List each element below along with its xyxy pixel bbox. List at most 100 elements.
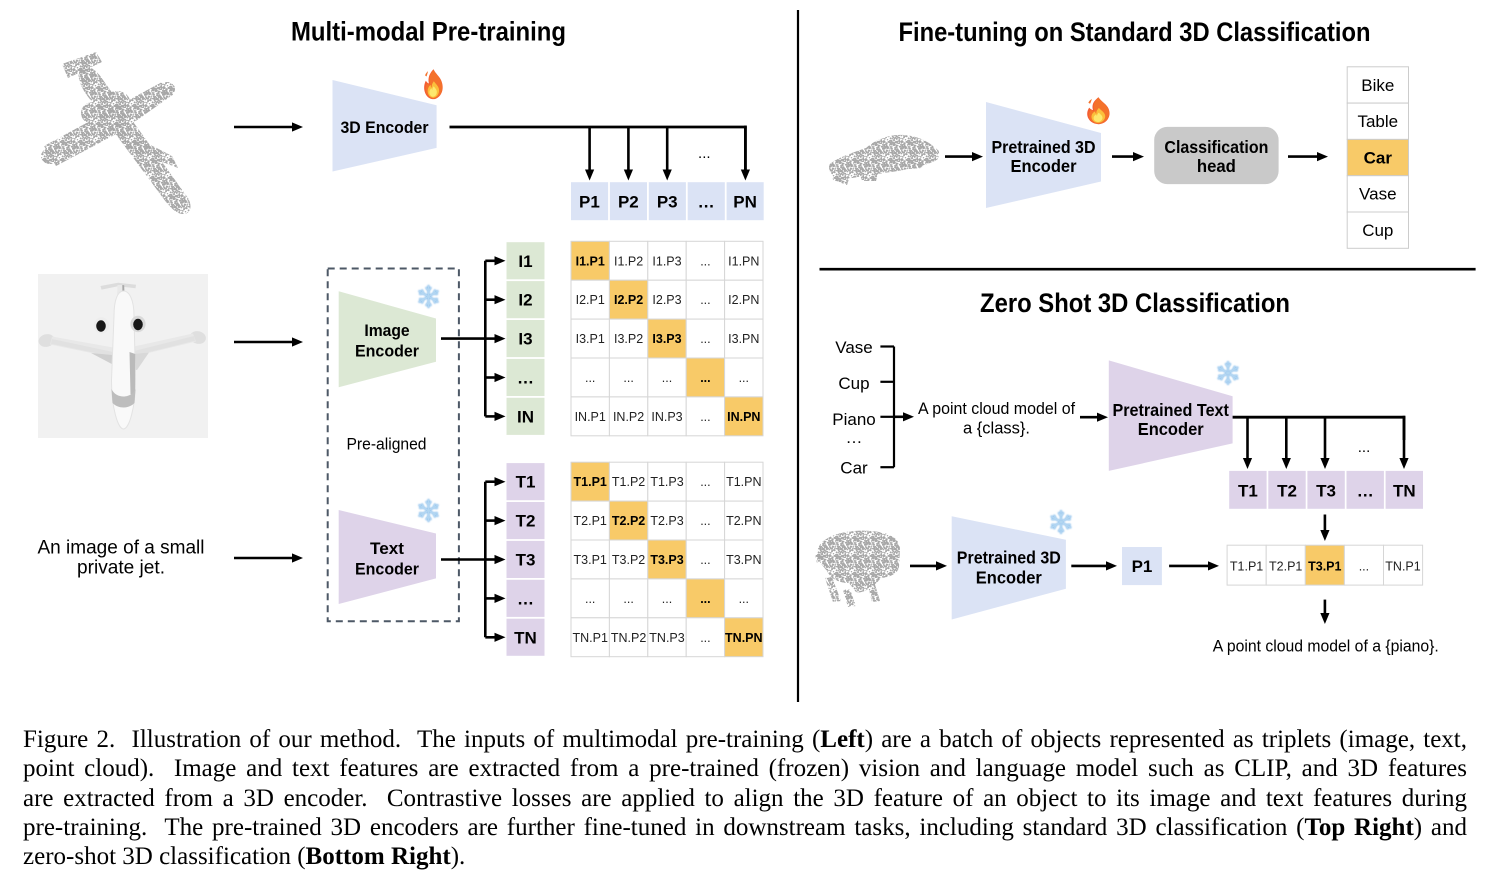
svg-text:…: … (846, 428, 863, 447)
svg-text:I2: I2 (518, 291, 532, 310)
svg-text:Encoder: Encoder (355, 560, 419, 579)
svg-text:T3.P2: T3.P2 (612, 553, 645, 567)
svg-text:3D Encoder: 3D Encoder (341, 118, 429, 137)
svg-text:TN: TN (1393, 482, 1416, 501)
svg-text:I2.PN: I2.PN (728, 293, 759, 307)
svg-text:P1: P1 (1132, 557, 1153, 576)
svg-text:Text: Text (370, 539, 404, 558)
svg-text:IN.P2: IN.P2 (613, 410, 644, 424)
svg-text:...: ... (700, 514, 710, 528)
svg-text:Multi-modal Pre-training: Multi-modal Pre-training (291, 17, 566, 47)
svg-text:I1.P3: I1.P3 (652, 254, 681, 268)
svg-text:Classification: Classification (1164, 137, 1268, 157)
svg-text:T2.P3: T2.P3 (650, 514, 683, 528)
svg-text:T2: T2 (516, 512, 536, 531)
svg-text:...: ... (700, 293, 710, 307)
svg-text:...: ... (739, 371, 749, 385)
svg-text:...: ... (700, 631, 710, 645)
svg-text:T1.PN: T1.PN (726, 475, 761, 489)
svg-text:T1.P1: T1.P1 (574, 475, 607, 489)
svg-text:TN.P3: TN.P3 (649, 631, 684, 645)
svg-text:...: ... (1358, 439, 1371, 456)
svg-text:Bike: Bike (1361, 76, 1394, 95)
svg-text:...: ... (698, 145, 711, 162)
svg-text:...: ... (700, 254, 710, 268)
svg-text:Zero Shot 3D Classification: Zero Shot 3D Classification (980, 288, 1290, 318)
svg-text:I2.P1: I2.P1 (576, 293, 605, 307)
svg-text:I2.P3: I2.P3 (652, 293, 681, 307)
svg-text:Cup: Cup (1362, 221, 1393, 240)
svg-text:…: … (517, 368, 534, 387)
svg-text:Vase: Vase (1359, 185, 1397, 204)
svg-text:...: ... (662, 371, 672, 385)
svg-text:…: … (1357, 482, 1374, 501)
svg-text:...: ... (700, 332, 710, 346)
svg-text:I3: I3 (518, 330, 532, 349)
svg-text:Encoder: Encoder (1138, 419, 1204, 439)
svg-text:T2: T2 (1277, 482, 1297, 501)
svg-text:...: ... (623, 371, 633, 385)
svg-text:T2.P2: T2.P2 (612, 514, 645, 528)
svg-text:head: head (1197, 156, 1236, 176)
svg-text:T2.P1: T2.P1 (1269, 560, 1302, 574)
svg-text:…: … (698, 193, 715, 212)
svg-text:T1: T1 (1238, 482, 1258, 501)
svg-text:Cup: Cup (838, 374, 869, 393)
svg-text:T3.P1: T3.P1 (1308, 560, 1341, 574)
svg-text:TN.P1: TN.P1 (572, 631, 607, 645)
svg-text:...: ... (585, 592, 595, 606)
svg-text:...: ... (700, 475, 710, 489)
svg-text:Encoder: Encoder (1011, 156, 1077, 176)
svg-text:Piano: Piano (832, 410, 875, 429)
svg-text:T2.P1: T2.P1 (574, 514, 607, 528)
svg-text:Pretrained Text: Pretrained Text (1112, 400, 1229, 420)
svg-text:IN.PN: IN.PN (727, 410, 760, 424)
svg-text:IN.P3: IN.P3 (651, 410, 682, 424)
svg-text:I3.P3: I3.P3 (652, 332, 681, 346)
svg-text:Vase: Vase (835, 338, 873, 357)
svg-text:Car: Car (1364, 148, 1393, 167)
svg-text:Encoder: Encoder (355, 342, 419, 361)
svg-text:TN: TN (514, 628, 537, 647)
svg-text:PN: PN (733, 193, 757, 212)
svg-text:Encoder: Encoder (976, 568, 1042, 588)
svg-text:T1.P1: T1.P1 (1230, 560, 1263, 574)
svg-text:T3: T3 (1316, 482, 1336, 501)
svg-text:...: ... (1359, 560, 1369, 574)
svg-text:A point cloud model of a {pian: A point cloud model of a {piano}. (1213, 637, 1439, 656)
svg-text:I3.P2: I3.P2 (614, 332, 643, 346)
svg-text:...: ... (662, 592, 672, 606)
svg-text:...: ... (585, 371, 595, 385)
svg-text:TN.P2: TN.P2 (611, 631, 646, 645)
svg-text:Car: Car (840, 459, 868, 478)
svg-text:A point cloud model of: A point cloud model of (918, 399, 1075, 418)
svg-text:I1: I1 (518, 252, 532, 271)
svg-text:I3.P1: I3.P1 (576, 332, 605, 346)
svg-text:Pretrained 3D: Pretrained 3D (992, 137, 1096, 157)
svg-text:T2.PN: T2.PN (726, 514, 761, 528)
svg-text:Pre-aligned: Pre-aligned (347, 435, 427, 454)
svg-text:TN.P1: TN.P1 (1385, 560, 1420, 574)
svg-text:…: … (517, 589, 534, 608)
svg-text:IN.P1: IN.P1 (575, 410, 606, 424)
svg-text:P1: P1 (579, 193, 600, 212)
svg-text:Fine-tuning on Standard 3D Cla: Fine-tuning on Standard 3D Classificatio… (899, 17, 1371, 47)
svg-text:Image: Image (364, 321, 409, 340)
svg-text:An image of a small: An image of a small (38, 538, 205, 559)
svg-text:T3.P1: T3.P1 (574, 553, 607, 567)
svg-text:I1.P1: I1.P1 (576, 254, 605, 268)
svg-text:...: ... (623, 592, 633, 606)
svg-text:Table: Table (1357, 112, 1398, 131)
svg-text:T3.PN: T3.PN (726, 553, 761, 567)
svg-text:...: ... (700, 592, 710, 606)
svg-text:a {class}.: a {class}. (963, 419, 1030, 438)
svg-text:I3.PN: I3.PN (728, 332, 759, 346)
svg-text:I2.P2: I2.P2 (614, 293, 643, 307)
svg-text:T3: T3 (516, 550, 536, 569)
svg-text:P2: P2 (618, 193, 639, 212)
svg-text:T1.P3: T1.P3 (650, 475, 683, 489)
svg-text:IN: IN (517, 407, 534, 426)
svg-text:...: ... (739, 592, 749, 606)
svg-text:P3: P3 (657, 193, 678, 212)
svg-text:...: ... (700, 371, 710, 385)
